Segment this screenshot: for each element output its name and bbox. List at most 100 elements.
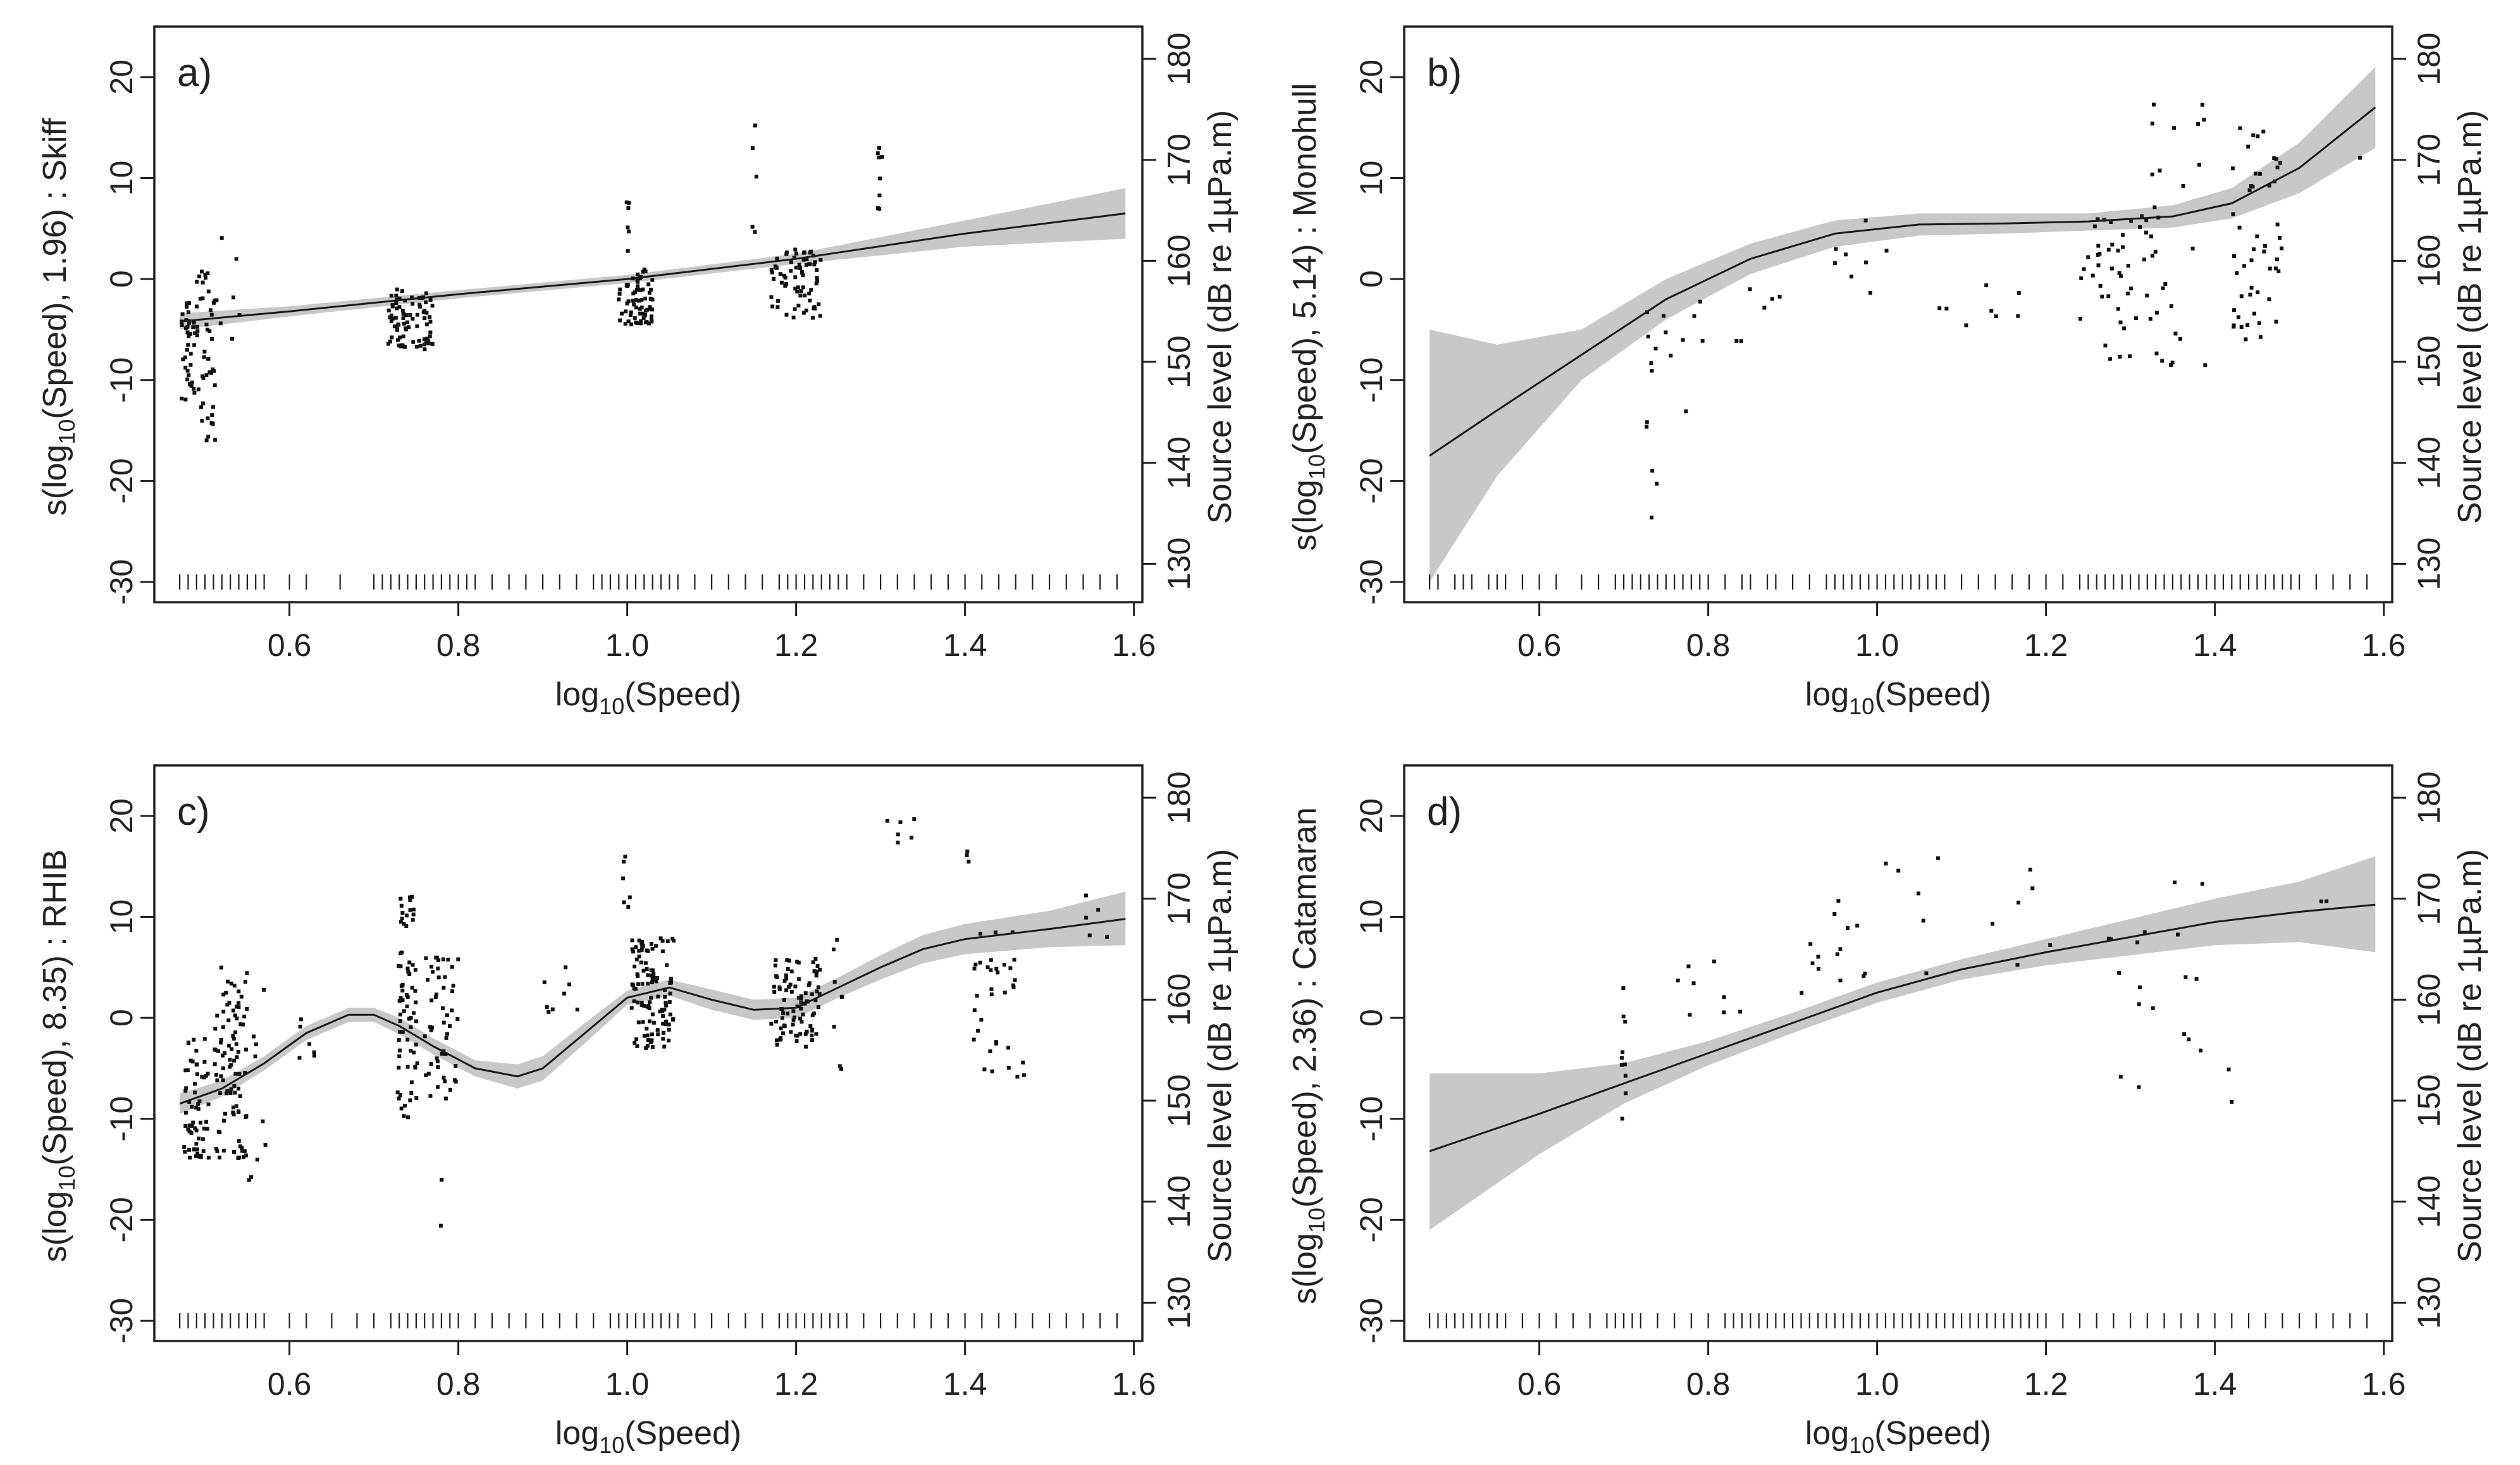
data-point bbox=[436, 975, 441, 980]
data-point bbox=[400, 1030, 405, 1034]
scatter-points bbox=[182, 817, 1109, 1228]
x-axis-title-sub: 10 bbox=[1849, 693, 1874, 719]
data-point bbox=[446, 958, 450, 962]
data-point bbox=[810, 992, 814, 996]
data-point bbox=[424, 300, 428, 304]
data-point bbox=[428, 315, 432, 319]
data-point bbox=[192, 1037, 196, 1042]
data-point bbox=[979, 1018, 984, 1022]
data-point bbox=[658, 1010, 662, 1014]
data-point bbox=[547, 1010, 551, 1014]
data-point bbox=[405, 1037, 410, 1042]
data-point bbox=[450, 989, 455, 994]
data-point bbox=[784, 312, 789, 317]
data-point bbox=[223, 1111, 227, 1116]
y2-tick-label: 150 bbox=[1161, 1074, 1197, 1127]
data-point bbox=[1862, 974, 1866, 978]
data-point bbox=[783, 283, 788, 288]
data-point bbox=[238, 1022, 243, 1027]
data-point bbox=[417, 302, 422, 307]
data-point bbox=[813, 998, 818, 1003]
data-point bbox=[789, 1030, 793, 1034]
data-point bbox=[2117, 271, 2122, 275]
data-point bbox=[247, 1178, 251, 1182]
y-axis-title: s(log10(Speed), 5.14) : Monohull bbox=[1287, 83, 1330, 551]
data-point bbox=[835, 937, 839, 942]
data-point bbox=[2263, 244, 2267, 248]
data-point bbox=[896, 840, 900, 844]
data-point bbox=[202, 1060, 207, 1064]
data-point bbox=[2246, 144, 2251, 149]
data-point bbox=[2048, 943, 2053, 947]
data-point bbox=[1808, 942, 1813, 946]
y2-tick-label: 140 bbox=[2411, 1175, 2447, 1228]
y-tick-label: -10 bbox=[104, 1096, 139, 1142]
data-point bbox=[667, 1022, 671, 1027]
data-point bbox=[634, 298, 639, 302]
data-point bbox=[186, 310, 190, 314]
data-point bbox=[989, 987, 994, 991]
data-point bbox=[650, 1012, 655, 1017]
data-point bbox=[780, 1016, 784, 1020]
data-point bbox=[996, 970, 1000, 975]
data-point bbox=[452, 1078, 457, 1082]
data-point bbox=[1686, 964, 1691, 968]
data-point bbox=[414, 1042, 418, 1047]
y2-tick-label: 170 bbox=[1161, 872, 1197, 925]
data-point bbox=[1738, 1010, 1743, 1014]
data-point bbox=[202, 1127, 206, 1131]
x-axis-title-rest: (Speed) bbox=[624, 1415, 741, 1452]
data-point bbox=[203, 273, 207, 277]
data-point bbox=[776, 299, 781, 303]
data-point bbox=[651, 968, 655, 972]
data-point bbox=[404, 326, 408, 330]
data-point bbox=[631, 949, 635, 954]
panel-label: d) bbox=[1427, 790, 1462, 834]
data-point bbox=[782, 979, 787, 983]
data-point bbox=[1864, 260, 1868, 264]
data-point bbox=[2079, 276, 2084, 280]
data-point bbox=[442, 1075, 446, 1080]
y-tick-label: -20 bbox=[104, 458, 139, 504]
data-point bbox=[1944, 306, 1949, 311]
data-point bbox=[192, 390, 197, 395]
data-point bbox=[186, 343, 190, 347]
data-point bbox=[1620, 1116, 1624, 1121]
data-point bbox=[2096, 263, 2101, 268]
data-point bbox=[796, 977, 801, 981]
data-point bbox=[244, 1048, 248, 1052]
data-point bbox=[634, 945, 638, 949]
data-point bbox=[2267, 297, 2271, 302]
data-point bbox=[550, 1007, 555, 1011]
data-point bbox=[815, 276, 819, 280]
y-tick-label: 20 bbox=[104, 59, 139, 95]
y-tick-label: -30 bbox=[104, 559, 139, 605]
data-point bbox=[1984, 283, 1989, 287]
data-point bbox=[391, 316, 395, 321]
y-axis-title: s(log10(Speed), 1.96) : Skiff bbox=[37, 118, 80, 516]
data-point bbox=[637, 949, 641, 953]
smooth-fit-line bbox=[179, 212, 1126, 323]
data-point bbox=[1681, 338, 1685, 342]
data-point bbox=[775, 1038, 779, 1042]
data-point bbox=[397, 296, 402, 300]
data-point bbox=[626, 299, 631, 304]
data-point bbox=[1722, 995, 1726, 999]
data-point bbox=[2200, 882, 2204, 886]
data-point bbox=[815, 964, 820, 968]
data-point bbox=[639, 1003, 644, 1007]
data-point bbox=[408, 1098, 412, 1103]
data-point bbox=[641, 316, 646, 320]
data-point bbox=[200, 1075, 204, 1079]
data-point bbox=[244, 1115, 248, 1119]
data-point bbox=[640, 943, 645, 947]
data-point bbox=[644, 320, 648, 325]
data-point bbox=[2196, 121, 2201, 126]
y-tick-label: -20 bbox=[1354, 1197, 1389, 1242]
data-point bbox=[2103, 343, 2108, 348]
data-point bbox=[428, 334, 432, 338]
data-point bbox=[2275, 257, 2279, 262]
x-tick-label: 0.6 bbox=[268, 1366, 312, 1402]
data-point bbox=[801, 311, 806, 315]
data-point bbox=[2274, 157, 2278, 161]
